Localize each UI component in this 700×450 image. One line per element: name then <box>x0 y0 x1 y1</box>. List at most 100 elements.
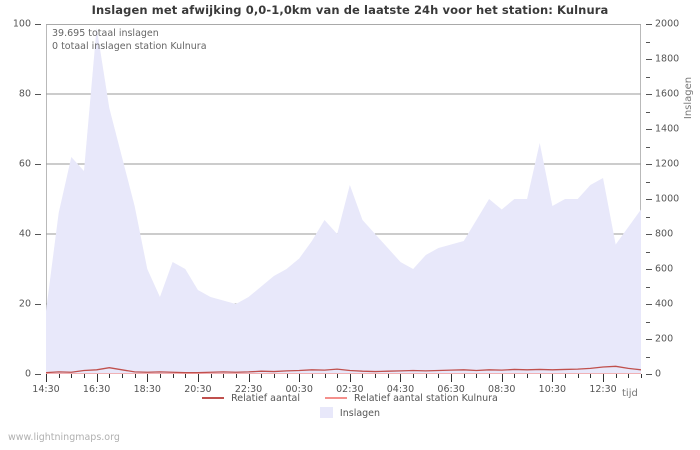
y-tick-right-0: 0 <box>655 368 662 380</box>
y-tick-mark-left <box>35 304 41 305</box>
y-tick-left-0: 0 <box>24 368 31 380</box>
x-tick-mark <box>489 374 491 378</box>
y-tick-left-100: 100 <box>12 18 31 30</box>
y-tick-minor-right <box>646 41 650 43</box>
y-tick-minor-right <box>646 146 650 148</box>
x-tick-mark <box>615 374 617 378</box>
x-tick-mark <box>311 374 313 378</box>
x-tick-mark <box>501 374 503 382</box>
x-tick-label-20:30: 20:30 <box>184 384 212 395</box>
y-tick-mark-right <box>646 129 652 130</box>
x-tick-mark <box>514 374 516 378</box>
x-tick-label-12:30: 12:30 <box>589 384 617 395</box>
y-tick-minor-right <box>646 321 650 323</box>
annotation-total-strikes: 39.695 totaal inslagen <box>52 28 159 39</box>
x-tick-mark <box>197 374 199 382</box>
y-tick-right-1600: 1600 <box>655 88 680 100</box>
x-tick-mark <box>387 374 389 378</box>
y-tick-mark-right <box>646 199 652 200</box>
legend-item-relatief-aantal-station[interactable]: Relatief aantal station Kulnura <box>325 393 498 404</box>
x-tick-mark <box>96 374 98 382</box>
y-tick-mark-right <box>646 304 652 305</box>
y-tick-minor-right <box>646 356 650 358</box>
x-tick-mark <box>463 374 465 378</box>
x-tick-mark <box>552 374 554 382</box>
x-tick-mark <box>248 374 250 382</box>
y-tick-mark-right <box>646 59 652 60</box>
y-tick-mark-left <box>35 374 41 375</box>
area-series-inslagen <box>46 27 641 374</box>
x-tick-mark <box>641 374 642 378</box>
legend-line-swatch-relatief-aantal <box>202 396 225 399</box>
x-tick-mark <box>400 374 402 382</box>
y-tick-minor-right <box>646 76 650 78</box>
y-tick-mark-left <box>35 24 41 25</box>
x-tick-mark <box>476 374 478 378</box>
x-tick-mark <box>223 374 225 378</box>
y-tick-right-400: 400 <box>655 298 674 310</box>
y-tick-right-1000: 1000 <box>655 193 680 205</box>
x-tick-label-22:30: 22:30 <box>234 384 263 395</box>
y-axis-left-ticks: 0 20 40 60 80 100 <box>0 19 41 380</box>
x-tick-label-00:30: 00:30 <box>285 384 313 395</box>
y-tick-mark-right <box>646 24 652 25</box>
x-tick-mark <box>159 374 161 378</box>
x-tick-mark <box>324 374 326 378</box>
legend-row-primary: Relatief aantal Relatief aantal station … <box>0 393 700 404</box>
y-tick-left-20: 20 <box>18 298 31 310</box>
x-tick-label-14:30: 14:30 <box>32 384 60 395</box>
x-tick-mark <box>109 374 111 378</box>
y-tick-left-40: 40 <box>18 228 31 240</box>
y-tick-minor-right <box>646 286 650 288</box>
x-tick-mark <box>273 374 275 378</box>
y-tick-left-60: 60 <box>18 158 31 170</box>
x-tick-mark <box>261 374 263 378</box>
x-axis-ticks: 14:30 16:30 18:30 20:30 22:30 00:30 02:30 04:30… <box>32 374 642 395</box>
y-tick-right-800: 800 <box>655 228 674 240</box>
x-tick-mark <box>451 374 453 382</box>
x-tick-mark <box>134 374 136 378</box>
legend-label-relatief-aantal-station: Relatief aantal station Kulnura <box>354 393 498 404</box>
x-tick-label-06:30: 06:30 <box>437 384 465 395</box>
x-tick-label-18:30: 18:30 <box>133 384 161 395</box>
y-tick-right-1400: 1400 <box>655 123 680 135</box>
legend-line-swatch-relatief-aantal-station <box>325 396 348 399</box>
plot-area <box>46 24 641 374</box>
y-tick-minor-right <box>646 111 650 113</box>
legend-item-relatief-aantal[interactable]: Relatief aantal <box>202 393 300 404</box>
x-tick-label-04:30: 04:30 <box>386 384 415 395</box>
y-axis-right-ticks: 0 200 400 600 800 1000 1200 1400 1600 1800 2000 <box>646 19 686 380</box>
x-tick-mark <box>590 374 592 378</box>
y-tick-right-600: 600 <box>655 263 674 275</box>
x-tick-label-02:30: 02:30 <box>336 384 364 395</box>
x-tick-mark <box>172 374 174 378</box>
y-tick-mark-right <box>646 374 652 375</box>
x-tick-mark <box>83 374 85 378</box>
legend-item-inslagen[interactable]: Inslagen <box>319 407 380 419</box>
chart-legend: Relatief aantal Relatief aantal station … <box>0 393 700 429</box>
y-tick-right-200: 200 <box>655 333 674 345</box>
x-tick-mark <box>527 374 529 378</box>
x-tick-mark <box>337 374 339 378</box>
y-tick-minor-right <box>646 251 650 253</box>
legend-row-secondary: Inslagen <box>0 407 700 419</box>
y-tick-mark-right <box>646 339 652 340</box>
x-tick-mark <box>577 374 579 378</box>
x-axis-label: tijd <box>622 388 638 399</box>
x-tick-label-16:30: 16:30 <box>82 384 111 395</box>
legend-area-swatch-inslagen <box>319 407 333 418</box>
y-tick-mark-right <box>646 269 652 270</box>
y-tick-mark-left <box>35 164 41 165</box>
x-tick-mark <box>349 374 351 382</box>
x-tick-mark <box>121 374 123 378</box>
y-tick-mark-right <box>646 164 652 165</box>
x-tick-mark <box>603 374 605 382</box>
y-tick-mark-left <box>35 234 41 235</box>
y-tick-right-2000: 2000 <box>655 18 680 30</box>
y-tick-left-80: 80 <box>18 88 31 100</box>
x-tick-mark <box>71 374 73 378</box>
y-axis-right-label: Inslagen <box>683 76 694 120</box>
x-tick-mark <box>628 374 630 378</box>
x-tick-mark <box>235 374 237 378</box>
